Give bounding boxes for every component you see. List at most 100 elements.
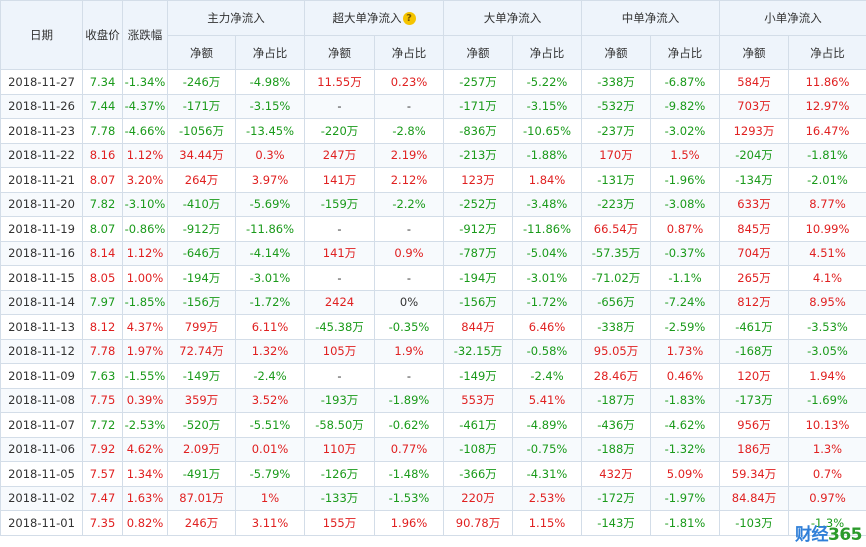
cell-super-ratio: 2.12% [374,167,444,193]
cell-medium-amount: 432万 [581,461,651,487]
table-row[interactable]: 2018-11-23 7.78 -4.66% -1056万 -13.45% -220万 -2… [0,118,866,144]
cell-large-ratio: -4.31% [512,461,582,487]
cell-large-amount: -787万 [443,240,513,266]
table-row[interactable]: 2018-11-15 8.05 1.00% -194万 -3.01% - - -194万 -3.… [0,265,866,291]
subheader-ratio[interactable]: 净占比 [374,35,444,70]
cell-medium-ratio: -4.62% [650,412,720,438]
cell-super-ratio: -2.2% [374,191,444,217]
header-close[interactable]: 收盘价 [82,0,123,70]
cell-small-ratio: 10.99% [788,216,866,242]
cell-medium-amount: 95.05万 [581,338,651,364]
cell-change: 1.12% [122,142,168,168]
table-row[interactable]: 2018-11-09 7.63 -1.55% -149万 -2.4% - - -149万 -2.… [0,363,866,389]
table-row[interactable]: 2018-11-26 7.44 -4.37% -171万 -3.15% - - -171万 -3… [0,93,866,119]
subheader-amount[interactable]: 净额 [167,35,236,70]
cell-large-ratio: -11.86% [512,216,582,242]
cell-small-ratio: 8.95% [788,289,866,315]
cell-large-ratio: -5.22% [512,69,582,95]
cell-small-amount: -173万 [719,387,789,413]
subheader-ratio[interactable]: 净占比 [512,35,582,70]
subheader-amount[interactable]: 净额 [719,35,789,70]
cell-super-amount: 247万 [304,142,375,168]
table-row[interactable]: 2018-11-06 7.92 4.62% 2.09万 0.01% 110万 0.77% -1… [0,436,866,462]
subheader-amount[interactable]: 净额 [304,35,375,70]
cell-small-amount: -204万 [719,142,789,168]
cell-small-amount: 704万 [719,240,789,266]
subheader-ratio[interactable]: 净占比 [788,35,866,70]
table-row[interactable]: 2018-11-21 8.07 3.20% 264万 3.97% 141万 2.12% 123… [0,167,866,193]
cell-large-amount: 553万 [443,387,513,413]
cell-date: 2018-11-23 [0,118,83,144]
table-row[interactable]: 2018-11-16 8.14 1.12% -646万 -4.14% 141万 0.9% -7… [0,240,866,266]
cell-main-amount: -149万 [167,363,236,389]
cell-small-amount: 812万 [719,289,789,315]
cell-super-amount: 155万 [304,510,375,536]
cell-medium-ratio: -2.59% [650,314,720,340]
cell-date: 2018-11-15 [0,265,83,291]
cell-medium-amount: -338万 [581,69,651,95]
cell-change: 4.62% [122,436,168,462]
cell-main-ratio: -4.98% [235,69,305,95]
table-row[interactable]: 2018-11-07 7.72 -2.53% -520万 -5.51% -58.50万 -0… [0,412,866,438]
table-row[interactable]: 2018-11-20 7.82 -3.10% -410万 -5.69% -159万 -2.2… [0,191,866,217]
cell-medium-amount: -338万 [581,314,651,340]
cell-main-ratio: 0.3% [235,142,305,168]
table-row[interactable]: 2018-11-12 7.78 1.97% 72.74万 1.32% 105万 1.9% -3… [0,338,866,364]
table-row[interactable]: 2018-11-19 8.07 -0.86% -912万 -11.86% - - -912万 -… [0,216,866,242]
cell-date: 2018-11-12 [0,338,83,364]
cell-large-amount: -252万 [443,191,513,217]
cell-super-ratio: 1.96% [374,510,444,536]
table-row[interactable]: 2018-11-13 8.12 4.37% 799万 6.11% -45.38万 -0.35… [0,314,866,340]
cell-main-ratio: -5.69% [235,191,305,217]
cell-large-amount: 844万 [443,314,513,340]
cell-date: 2018-11-13 [0,314,83,340]
subheader-ratio[interactable]: 净占比 [235,35,305,70]
cell-close: 7.35 [82,510,123,536]
cell-small-ratio: 4.51% [788,240,866,266]
cell-super-amount: 11.55万 [304,69,375,95]
table-row[interactable]: 2018-11-05 7.57 1.34% -491万 -5.79% -126万 -1.48… [0,461,866,487]
table-row[interactable]: 2018-11-01 7.35 0.82% 246万 3.11% 155万 1.96% 90.… [0,510,866,536]
cell-small-amount: 84.84万 [719,485,789,511]
cell-close: 7.78 [82,338,123,364]
cell-small-ratio: 10.13% [788,412,866,438]
subheader-amount[interactable]: 净额 [581,35,651,70]
cell-medium-amount: -532万 [581,93,651,119]
cell-medium-amount: -237万 [581,118,651,144]
cell-main-ratio: -3.01% [235,265,305,291]
cell-super-ratio: -1.53% [374,485,444,511]
cell-medium-amount: -223万 [581,191,651,217]
header-date[interactable]: 日期 [0,0,83,70]
cell-date: 2018-11-09 [0,363,83,389]
cell-medium-amount: -187万 [581,387,651,413]
cell-small-amount: -461万 [719,314,789,340]
cell-close: 8.12 [82,314,123,340]
cell-small-ratio: 8.77% [788,191,866,217]
cell-large-ratio: 5.41% [512,387,582,413]
cell-main-amount: 359万 [167,387,236,413]
table-row[interactable]: 2018-11-02 7.47 1.63% 87.01万 1% -133万 -1.53% 22… [0,485,866,511]
table-row[interactable]: 2018-11-14 7.97 -1.85% -156万 -1.72% 2424 0% -15… [0,289,866,315]
cell-main-amount: -410万 [167,191,236,217]
cell-large-ratio: 1.15% [512,510,582,536]
cell-medium-ratio: -1.97% [650,485,720,511]
cell-large-amount: -156万 [443,289,513,315]
cell-small-ratio: 4.1% [788,265,866,291]
table-row[interactable]: 2018-11-22 8.16 1.12% 34.44万 0.3% 247万 2.19% -2… [0,142,866,168]
table-row[interactable]: 2018-11-27 7.34 -1.34% -246万 -4.98% 11.55万 0.2… [0,69,866,95]
cell-close: 8.07 [82,216,123,242]
subheader-amount[interactable]: 净额 [443,35,513,70]
table-row[interactable]: 2018-11-08 7.75 0.39% 359万 3.52% -193万 -1.89% 5… [0,387,866,413]
cell-close: 7.47 [82,485,123,511]
subheader-ratio[interactable]: 净占比 [650,35,720,70]
cell-small-ratio: -3.53% [788,314,866,340]
logo-number: 365 [828,525,863,545]
cell-change: 1.34% [122,461,168,487]
help-icon[interactable]: ? [402,12,416,25]
header-change[interactable]: 涨跌幅 [122,0,168,70]
cell-super-ratio: -1.89% [374,387,444,413]
cell-date: 2018-11-06 [0,436,83,462]
cell-large-ratio: -3.15% [512,93,582,119]
cell-main-amount: -156万 [167,289,236,315]
cell-super-ratio: -0.62% [374,412,444,438]
